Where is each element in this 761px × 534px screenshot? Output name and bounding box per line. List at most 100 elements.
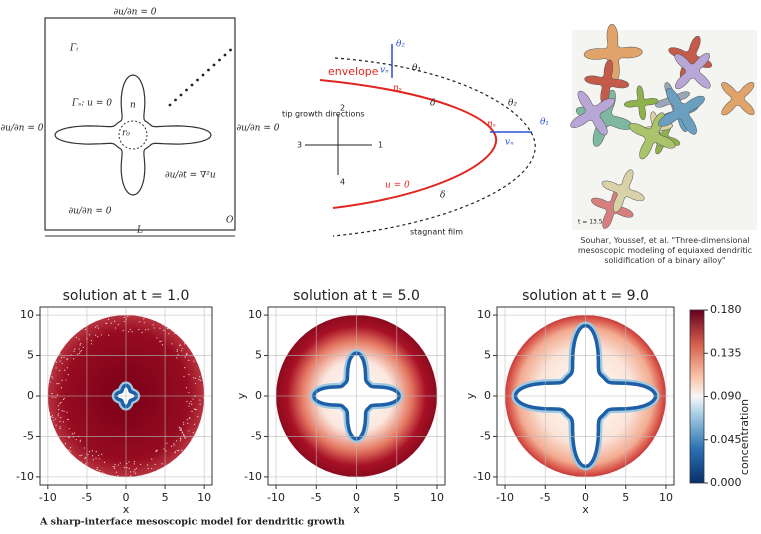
speckle	[95, 334, 97, 336]
speckle	[176, 449, 178, 452]
colorbar-tick-label: 0.090	[710, 390, 742, 403]
dot	[218, 58, 221, 62]
speckle	[126, 467, 128, 469]
speckle	[185, 387, 188, 389]
normal: nₛ	[393, 84, 402, 94]
speckle	[197, 416, 199, 418]
x-tick-label: 5	[393, 491, 400, 504]
dot	[229, 48, 232, 52]
speckle	[191, 403, 193, 405]
y-tick-label: -5	[251, 429, 262, 442]
speckle	[60, 387, 63, 389]
delta: δ	[430, 99, 435, 109]
crystal	[623, 85, 659, 121]
speckle	[73, 358, 75, 360]
dir-4: 4	[340, 178, 345, 187]
speckle	[67, 418, 69, 420]
speckle	[100, 334, 103, 336]
speckle	[56, 394, 58, 396]
x-tick-label: 0	[353, 491, 360, 504]
speckle	[179, 427, 181, 429]
speckle	[114, 327, 117, 329]
speckle	[200, 379, 202, 381]
speckle	[180, 438, 182, 440]
y-tick-label: 0	[27, 389, 34, 402]
envelope-label: envelope	[328, 65, 379, 78]
speckle	[94, 326, 97, 328]
speckle	[64, 369, 66, 371]
speckle	[151, 467, 153, 470]
speckle	[95, 451, 97, 453]
y-label: y	[235, 392, 248, 399]
speckle	[193, 423, 196, 425]
speckle	[58, 382, 60, 385]
y-label: y	[464, 392, 477, 399]
theta: θ₁	[412, 64, 421, 74]
speckle	[75, 439, 77, 441]
stagnant-film-curve	[332, 57, 536, 237]
x-tick-label: -5	[311, 491, 322, 504]
crystal	[721, 82, 755, 116]
speckle	[133, 463, 135, 465]
speckle	[59, 426, 61, 428]
speckle	[59, 402, 61, 404]
speckle	[79, 351, 81, 353]
speckle	[101, 453, 103, 455]
x-tick-label: 5	[162, 491, 169, 504]
speckle	[130, 475, 132, 477]
speckle	[97, 327, 99, 329]
speckle	[80, 343, 82, 345]
speckle	[66, 367, 68, 369]
speckle	[144, 329, 147, 331]
speckle	[191, 438, 193, 440]
speckle	[55, 396, 57, 399]
dot	[190, 83, 194, 87]
speckle	[188, 405, 190, 407]
speckle	[191, 410, 193, 412]
x-label: x	[582, 503, 589, 516]
speckle	[188, 430, 190, 432]
speckle	[85, 463, 87, 465]
speckle	[128, 467, 130, 469]
speckle	[122, 330, 124, 332]
speckle	[59, 369, 61, 372]
speckle	[181, 449, 183, 451]
plot-frame	[267, 306, 446, 486]
dot	[174, 98, 177, 102]
speckle	[71, 433, 74, 435]
y-tick-label: 0	[484, 389, 491, 402]
caption: A sharp-interface mesoscopic model for d…	[39, 517, 345, 528]
speckle	[146, 464, 149, 466]
speckle	[115, 471, 118, 473]
speckle	[140, 463, 142, 466]
speckle	[59, 420, 61, 423]
speckle	[160, 340, 162, 342]
y-tick-label: 10	[248, 308, 262, 321]
directions-label: tip growth directions	[282, 110, 365, 119]
bc-left: ∂u/∂n = 0	[1, 124, 44, 134]
speckle	[60, 401, 62, 404]
speckle	[84, 457, 86, 460]
y-tick-label: 10	[477, 308, 491, 321]
citation: Souhar, Youssef, et al. "Three-dimension…	[577, 236, 753, 265]
speckle	[193, 408, 195, 410]
plot-title: solution at t = 1.0	[63, 288, 190, 304]
velocity: vₙ	[380, 66, 389, 76]
speckle	[96, 467, 98, 469]
speckle	[128, 461, 130, 463]
colorbar-tick-label: 0.045	[710, 433, 742, 446]
speckle	[133, 461, 136, 463]
speckle	[114, 320, 116, 322]
crystal	[674, 52, 711, 90]
speckle	[61, 379, 63, 381]
speckle	[88, 334, 91, 336]
speckle	[90, 343, 93, 345]
speckle	[66, 358, 68, 361]
speckle	[68, 449, 70, 451]
speckle	[188, 373, 190, 376]
speckle	[134, 469, 136, 471]
speckle	[52, 377, 54, 379]
speckle	[73, 432, 75, 434]
speckle	[78, 338, 80, 340]
speckle	[68, 427, 70, 430]
